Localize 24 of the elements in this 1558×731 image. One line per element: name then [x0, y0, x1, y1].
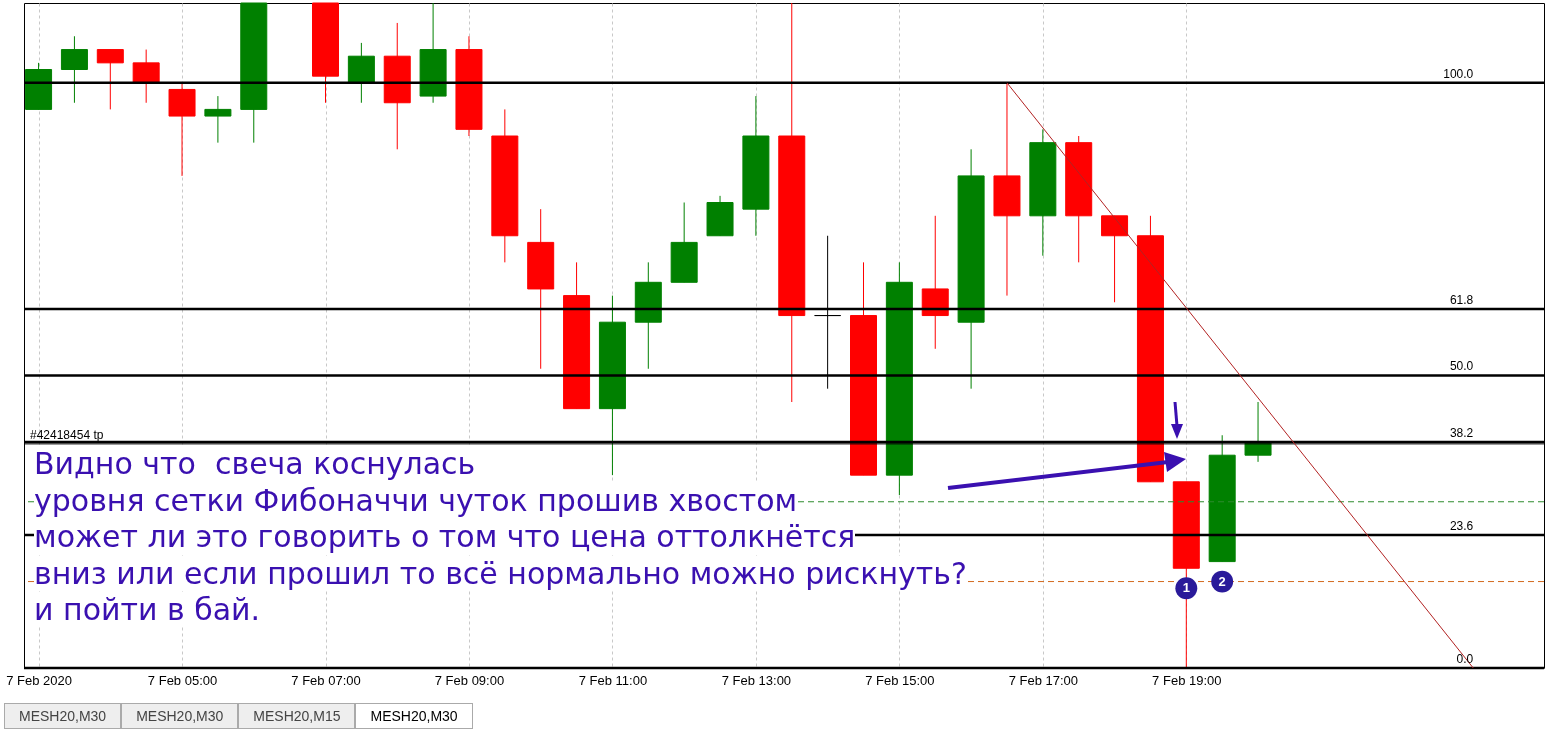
x-tick-label: 7 Feb 2020 [6, 672, 72, 688]
annotation: 61.8 [1449, 292, 1474, 307]
annotation: 1 [1182, 580, 1190, 596]
x-tick-label: 7 Feb 09:00 [434, 672, 505, 688]
text: MESH20,M30 [355, 703, 473, 729]
text: MESH20,M15 [238, 703, 356, 729]
text: MESH20,M30 [4, 703, 122, 729]
x-tick-label: 7 Feb 11:00 [578, 672, 648, 688]
x-tick-label: 7 Feb 07:00 [291, 672, 361, 688]
annotation: 50.0 [1449, 359, 1474, 374]
x-tick-label: 7 Feb 13:00 [721, 672, 792, 688]
x-tick-label: 7 Feb 17:00 [1008, 672, 1079, 688]
x-tick-label: 7 Feb 19:00 [1152, 672, 1222, 688]
candlestick [204, 95, 232, 144]
annotation: 0.0 [1456, 652, 1474, 666]
annotation: Видно что свеча коснулась уровня сетки Фибоначчи чуток прошив хвостом может ли это говорить о том что цена оттолкнётся вниз или если прошил то всё нормально можно рискнуть? и пойти в бай. [34, 446, 967, 627]
x-tick-label: 7 Feb 15:00 [865, 672, 935, 688]
annotation: 38.2 [1449, 425, 1474, 440]
annotation: 23.6 [1449, 519, 1474, 533]
text: MESH20,M30 [121, 703, 239, 729]
ref-line-label: #42418454 tp [30, 427, 104, 442]
annotation: 100.0 [1443, 66, 1474, 81]
x-tick-label: 7 Feb 05:00 [147, 672, 218, 688]
annotation: 2 [1218, 573, 1226, 589]
